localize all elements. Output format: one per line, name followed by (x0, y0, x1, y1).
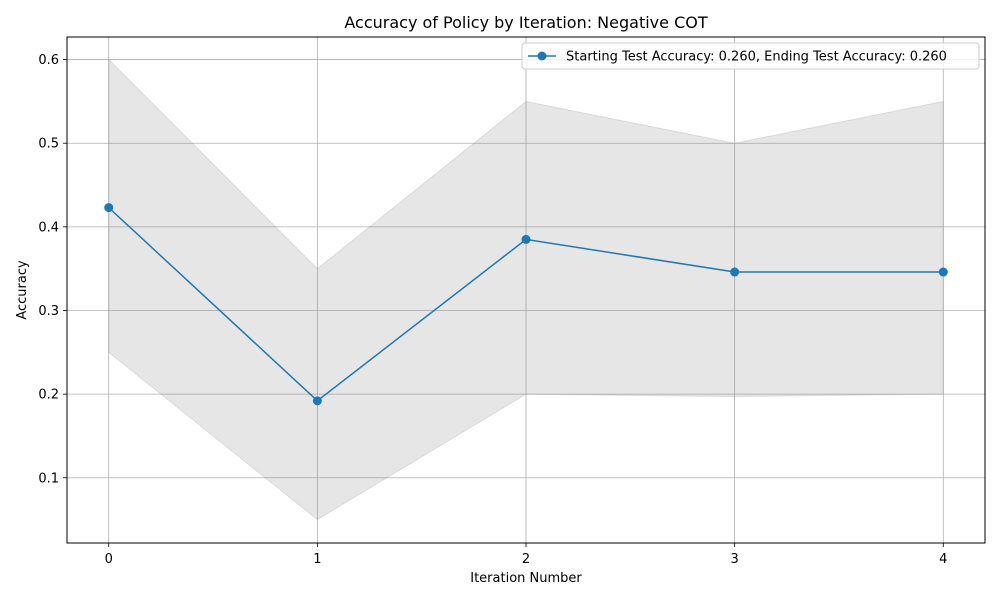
x-axis-label: Iteration Number (470, 571, 582, 586)
y-tick-label: 0.2 (38, 388, 59, 403)
legend-marker (537, 51, 547, 61)
data-point (938, 267, 948, 277)
legend: Starting Test Accuracy: 0.260, Ending Te… (521, 42, 980, 70)
data-point (312, 396, 322, 406)
y-tick-label: 0.3 (38, 304, 59, 319)
x-tick-label: 2 (522, 552, 530, 567)
legend-label: Starting Test Accuracy: 0.260, Ending Te… (566, 50, 947, 65)
y-tick-label: 0.4 (38, 220, 59, 235)
x-tick-label: 4 (939, 552, 947, 567)
data-point (730, 267, 740, 277)
x-tick-label: 3 (730, 552, 738, 567)
series-group (104, 203, 948, 406)
x-tick-label: 1 (313, 552, 321, 567)
y-tick-label: 0.5 (38, 137, 59, 152)
data-point (521, 234, 531, 244)
legend-box (521, 42, 980, 70)
y-tick-label: 0.6 (38, 53, 59, 68)
data-point (104, 203, 114, 213)
y-tick-label: 0.1 (38, 471, 59, 486)
x-tick-label: 0 (105, 552, 113, 567)
grid (67, 37, 985, 543)
y-axis-label: Accuracy (15, 260, 30, 320)
chart-title: Accuracy of Policy by Iteration: Negativ… (344, 13, 707, 32)
ticks: 0 1 2 3 4 0.1 0.2 0.3 0.4 0.5 0.6 (38, 53, 947, 567)
